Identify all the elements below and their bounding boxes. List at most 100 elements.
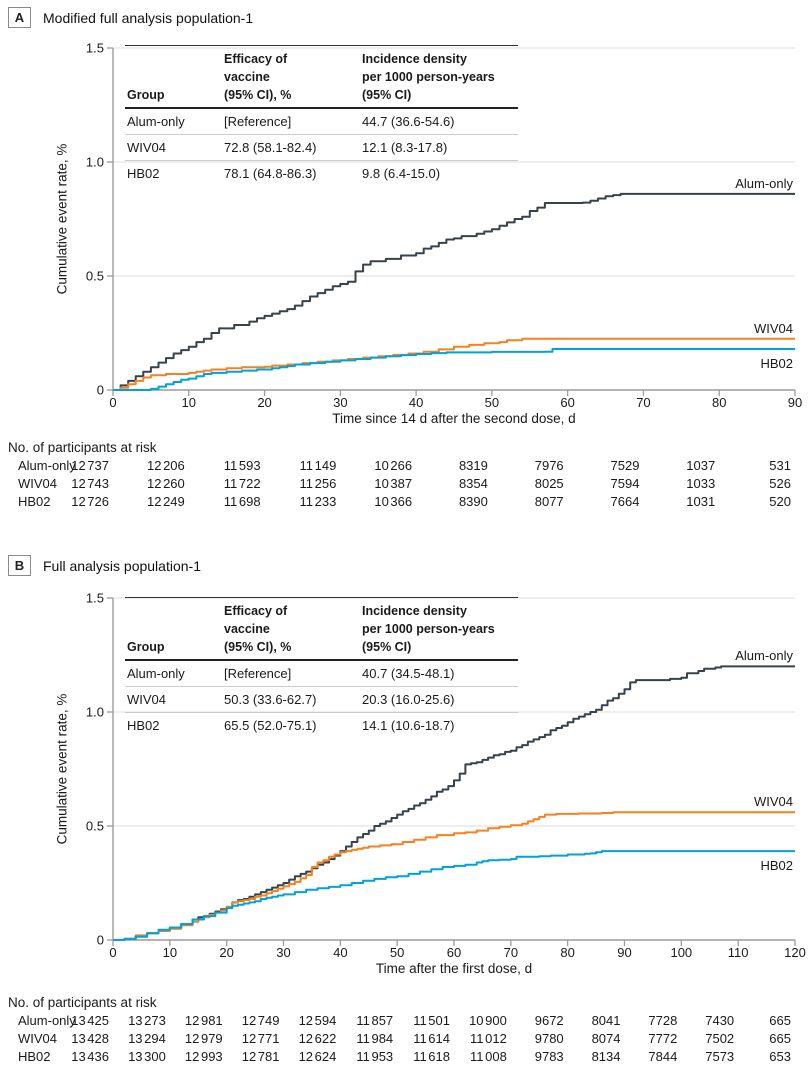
risk-value: 7529 xyxy=(610,458,640,473)
x-tick-label: 80 xyxy=(711,395,727,410)
inset-table-cell: 78.1 (64.8-86.3) xyxy=(224,166,317,181)
risk-value: 11 984 xyxy=(356,1031,394,1046)
risk-value: 13 428 xyxy=(71,1031,109,1046)
risk-value: 8354 xyxy=(458,476,488,491)
panel-a-y-axis-label: Cumulative event rate, % xyxy=(54,143,70,295)
inset-table-cell: 9.8 (6.4-15.0) xyxy=(362,166,441,181)
risk-value: 11 722 xyxy=(223,476,261,491)
panel-b-letter-box: B xyxy=(8,555,31,576)
panel-a-title: Modified full analysis population-1 xyxy=(43,9,254,26)
risk-value: 8134 xyxy=(591,1049,621,1064)
risk-value: 7728 xyxy=(648,1013,678,1028)
inset-table-cell: 20.3 (16.0-25.6) xyxy=(362,692,455,707)
inset-table-cell: 72.8 (58.1-82.4) xyxy=(224,140,317,155)
risk-value: 11 012 xyxy=(470,1031,507,1046)
inset-table-row: HB02 78.1 (64.8-86.3) 9.8 (6.4-15.0) xyxy=(125,160,518,186)
risk-value: 12 726 xyxy=(71,494,109,509)
inset-table-cell: 44.7 (36.6-54.6) xyxy=(362,114,455,129)
curve-label-wiv04: WIV04 xyxy=(753,320,793,336)
x-tick-label: 60 xyxy=(446,945,462,960)
panel-a-inset-table: Group Efficacy of vaccine (95% CI), % Inci… xyxy=(125,45,518,186)
inset-table-header: Group Efficacy of vaccine (95% CI), % Inci… xyxy=(125,598,518,661)
inset-table-cell: WIV04 xyxy=(127,140,167,155)
risk-value: 520 xyxy=(769,494,791,509)
inset-header-cell: Incidence density per 1000 person-years … xyxy=(362,52,495,102)
risk-value: 12 206 xyxy=(147,458,185,473)
risk-value: 12 624 xyxy=(298,1049,337,1064)
risk-value: 12 979 xyxy=(184,1031,223,1046)
risk-value: 10 366 xyxy=(374,494,413,509)
x-tick-label: 0 xyxy=(109,395,117,410)
inset-table-row: WIV04 50.3 (33.6-62.7) 20.3 (16.0-25.6) xyxy=(125,686,518,712)
inset-header-cell: Group xyxy=(127,640,165,654)
x-tick-label: 0 xyxy=(109,945,117,960)
risk-value: 12 771 xyxy=(241,1031,280,1046)
risk-value: 13 436 xyxy=(71,1049,109,1064)
x-tick-label: 90 xyxy=(617,945,632,960)
risk-value: 12 781 xyxy=(241,1049,280,1064)
risk-value: 12 743 xyxy=(71,476,109,491)
inset-table-row: HB02 65.5 (52.0-75.1) 14.1 (10.6-18.7) xyxy=(125,712,518,738)
risk-value: 9780 xyxy=(534,1031,564,1046)
curve-label-hb02: HB02 xyxy=(760,858,793,874)
panel-b-title: Full analysis population-1 xyxy=(43,557,201,574)
x-tick-label: 30 xyxy=(333,395,348,410)
y-tick-label: 1.0 xyxy=(85,154,104,170)
inset-table-row: WIV04 72.8 (58.1-82.4) 12.1 (8.3-17.8) xyxy=(125,134,518,160)
risk-value: 11 149 xyxy=(299,458,337,473)
x-tick-label: 50 xyxy=(484,395,500,410)
risk-value: 1037 xyxy=(686,458,716,473)
y-tick-label: 1.5 xyxy=(85,590,104,606)
y-tick-label: 1.0 xyxy=(85,704,104,720)
risk-row-label: Alum-only xyxy=(18,458,76,473)
risk-value: 665 xyxy=(769,1013,791,1028)
risk-value: 8319 xyxy=(458,458,488,473)
risk-row-label: HB02 xyxy=(18,494,51,509)
x-tick-label: 40 xyxy=(333,945,348,960)
y-tick-label: 0.5 xyxy=(85,818,104,834)
inset-table-cell: 14.1 (10.6-18.7) xyxy=(362,718,455,733)
risk-value: 8025 xyxy=(534,476,564,491)
curve-label-hb02: HB02 xyxy=(760,355,793,371)
risk-value: 13 273 xyxy=(128,1013,166,1028)
series-line-wiv04 xyxy=(113,811,795,941)
inset-header-cell: Incidence density per 1000 person-years … xyxy=(362,604,495,654)
inset-table-cell: Alum-only xyxy=(127,114,185,129)
risk-value: 8041 xyxy=(591,1013,621,1028)
panel-b-y-axis-label: Cumulative event rate, % xyxy=(54,693,70,845)
risk-value: 12 594 xyxy=(298,1013,337,1028)
risk-value: 7772 xyxy=(648,1031,678,1046)
risk-row-label: Alum-only xyxy=(18,1013,76,1028)
risk-value: 531 xyxy=(769,458,791,473)
risk-value: 8390 xyxy=(458,494,488,509)
y-tick-label: 0.5 xyxy=(85,268,104,284)
risk-value: 11 953 xyxy=(356,1049,394,1064)
risk-value: 526 xyxy=(769,476,791,491)
curve-label-alum-only: Alum-only xyxy=(735,175,793,191)
x-tick-label: 80 xyxy=(560,945,575,960)
risk-value: 7844 xyxy=(648,1049,678,1064)
inset-table-header: Group Efficacy of vaccine (95% CI), % Inci… xyxy=(125,46,518,109)
risk-value: 9672 xyxy=(534,1013,564,1028)
y-tick-label: 0 xyxy=(96,932,104,948)
x-tick-label: 20 xyxy=(219,945,234,960)
risk-value: 11 857 xyxy=(356,1013,394,1028)
risk-row-label: WIV04 xyxy=(18,1031,58,1046)
panel-b-x-axis-label: Time after the first dose, d xyxy=(375,961,533,976)
panel-a-letter-box: A xyxy=(8,7,31,28)
risk-value: 11 256 xyxy=(299,476,337,491)
risk-value: 12 260 xyxy=(147,476,185,491)
panel-a-risk-table-title: No. of participants at risk xyxy=(8,440,157,455)
risk-value: 11 593 xyxy=(223,458,261,473)
risk-value: 11 008 xyxy=(470,1049,507,1064)
risk-value: 9783 xyxy=(534,1049,564,1064)
risk-value: 653 xyxy=(769,1049,791,1064)
inset-header-cell: Efficacy of vaccine (95% CI), % xyxy=(224,604,292,654)
risk-value: 12 249 xyxy=(147,494,185,509)
inset-table-cell: 65.5 (52.0-75.1) xyxy=(224,718,317,733)
inset-table-cell: 50.3 (33.6-62.7) xyxy=(224,692,317,707)
risk-value: 7430 xyxy=(705,1013,735,1028)
risk-value: 13 300 xyxy=(128,1049,166,1064)
